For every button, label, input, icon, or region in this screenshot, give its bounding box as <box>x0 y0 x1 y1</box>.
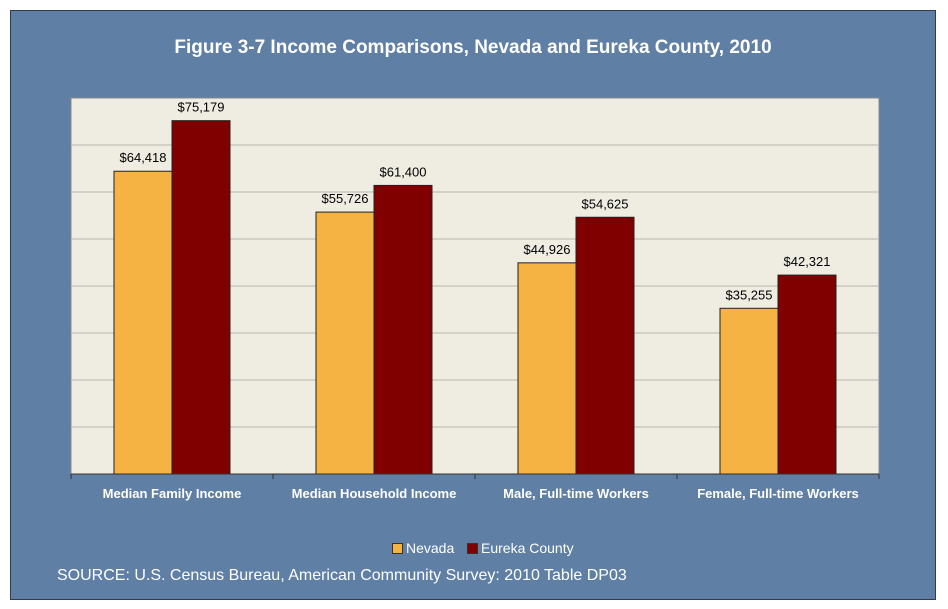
data-label: $35,255 <box>726 287 773 302</box>
bar-nevada <box>719 307 779 475</box>
bar-eureka-county <box>575 216 635 475</box>
bar-nevada <box>517 262 577 475</box>
source-note: SOURCE: U.S. Census Bureau, American Com… <box>57 567 627 584</box>
legend-item-eureka-county: Eureka County <box>467 539 574 557</box>
data-label: $54,625 <box>582 196 629 211</box>
category-label: Median Family Income <box>103 486 242 501</box>
category-label: Female, Full-time Workers <box>697 486 859 501</box>
bar-nevada <box>315 211 375 475</box>
data-label: $55,726 <box>322 191 369 206</box>
legend-label-eureka-county: Eureka County <box>481 540 574 556</box>
bar-eureka-county <box>373 184 433 475</box>
bar-chart: $64,418 $75,179 Median Family Income $55,72… <box>70 97 880 501</box>
legend-swatch-eureka-county <box>467 542 478 554</box>
legend-item-nevada: Nevada <box>392 539 454 557</box>
legend-label-nevada: Nevada <box>406 540 455 556</box>
legend-swatch-nevada <box>392 542 403 554</box>
bar-eureka-county <box>171 120 231 475</box>
chart-title: Figure 3-7 Income Comparisons, Nevada an… <box>174 37 772 58</box>
category-label: Male, Full-time Workers <box>503 486 649 501</box>
data-label: $64,418 <box>120 150 167 165</box>
category-label: Median Household Income <box>292 486 457 501</box>
data-label: $42,321 <box>784 254 831 269</box>
chart-frame: Figure 3-7 Income Comparisons, Nevada an… <box>10 10 936 600</box>
data-label: $44,926 <box>524 242 571 257</box>
bar-nevada <box>113 170 173 475</box>
data-label: $61,400 <box>380 164 427 179</box>
data-label: $75,179 <box>178 100 225 115</box>
bar-eureka-county <box>777 274 837 475</box>
